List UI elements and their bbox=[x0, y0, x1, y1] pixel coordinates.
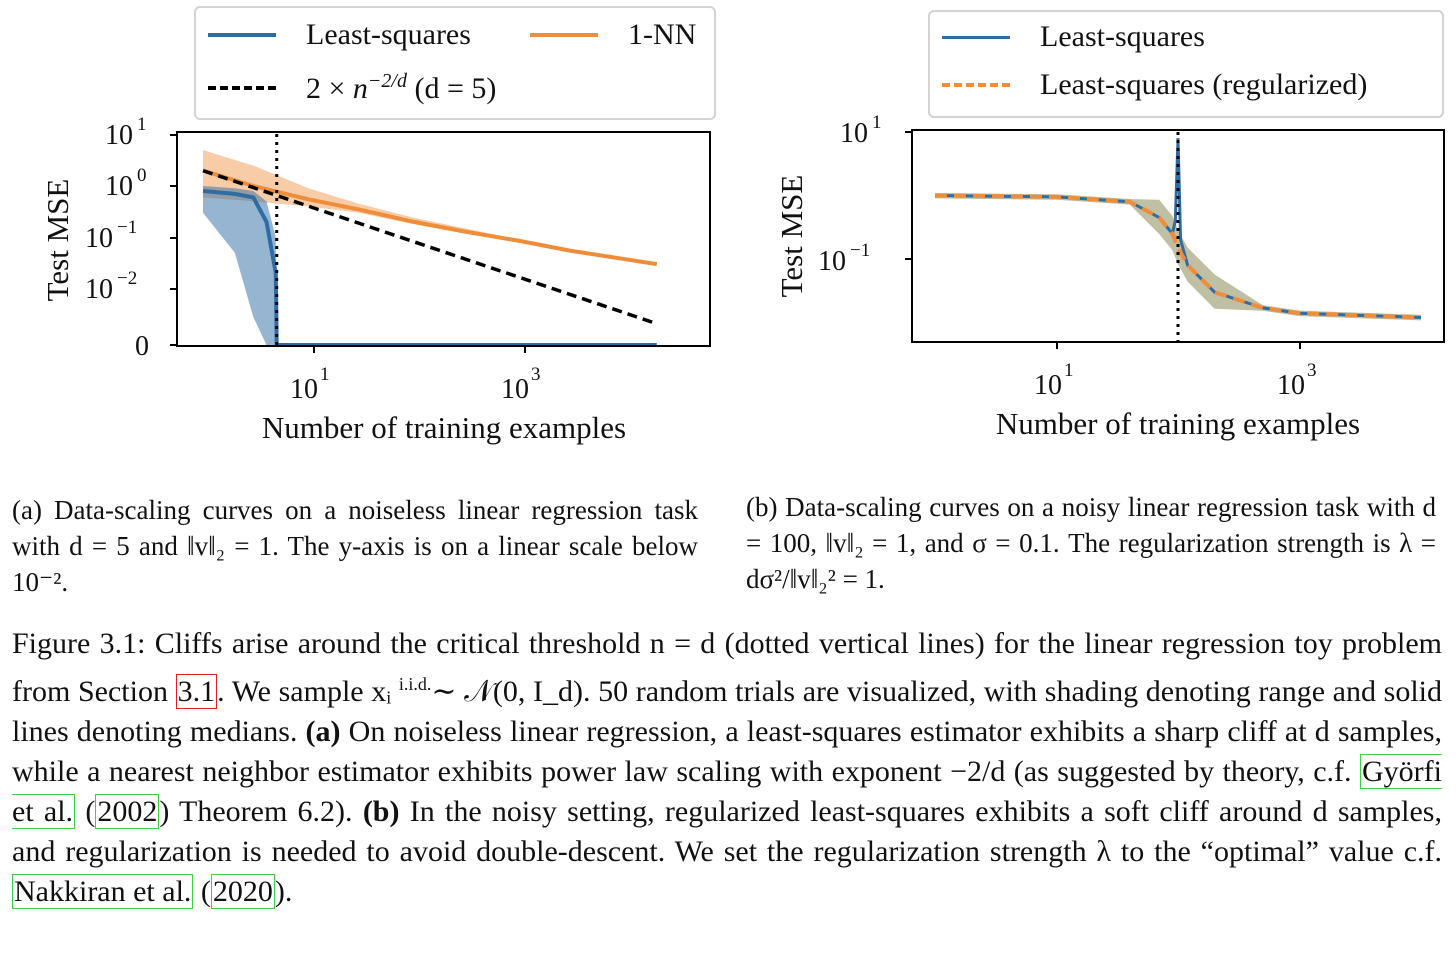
svg-text:10: 10 bbox=[818, 246, 846, 277]
ref-section-link[interactable]: 3.1 bbox=[175, 674, 218, 709]
band-least-squares-a bbox=[203, 186, 657, 345]
svg-text:10: 10 bbox=[290, 374, 318, 405]
x-tick-a-1: 10 3 bbox=[501, 346, 541, 405]
legend-a: Least-squares 1-NN 2 × n−2/d (d = 5) bbox=[194, 6, 716, 120]
svg-text:−1: −1 bbox=[850, 240, 870, 261]
svg-text:−1: −1 bbox=[117, 217, 137, 238]
line-regularized-b bbox=[934, 193, 1422, 320]
line-1nn-a bbox=[202, 168, 658, 267]
y-axis-label-a: Test MSE bbox=[40, 179, 75, 302]
y-tick-a-0: 10 1 bbox=[105, 114, 177, 151]
y-axis-label-b: Test MSE bbox=[774, 175, 809, 298]
svg-text:10: 10 bbox=[840, 118, 868, 149]
svg-text:10: 10 bbox=[1034, 370, 1062, 401]
svg-text:0: 0 bbox=[137, 165, 147, 186]
legend-swatch-least-squares bbox=[208, 33, 276, 37]
y-tick-a-2: 10 −1 bbox=[85, 217, 177, 254]
y-tick-b-0: 10 1 bbox=[840, 112, 912, 149]
plot-b-frame bbox=[911, 129, 1445, 343]
svg-text:1: 1 bbox=[872, 112, 882, 133]
legend-label-1nn: 1-NN bbox=[628, 18, 697, 51]
legend-swatch-least-squares-b bbox=[942, 35, 1010, 39]
svg-text:10: 10 bbox=[501, 374, 529, 405]
svg-text:3: 3 bbox=[1307, 360, 1317, 381]
svg-text:−2: −2 bbox=[117, 268, 137, 289]
legend-swatch-regularized bbox=[942, 83, 1010, 87]
svg-text:10: 10 bbox=[1277, 370, 1305, 401]
legend-label-regularized: Least-squares (regularized) bbox=[1040, 68, 1368, 101]
svg-text:1: 1 bbox=[137, 114, 147, 135]
svg-text:3: 3 bbox=[531, 364, 541, 385]
subcaption-b: (b) Data-scaling curves on a noisy linea… bbox=[746, 492, 1436, 594]
svg-text:10: 10 bbox=[105, 120, 133, 151]
legend-label-dashed: 2 × n−2/d (d = 5) bbox=[306, 70, 497, 105]
y-tick-a-4: 0 bbox=[135, 331, 177, 362]
svg-text:1: 1 bbox=[320, 364, 330, 385]
legend-label-least-squares-b: Least-squares bbox=[1040, 20, 1205, 53]
svg-text:1: 1 bbox=[1064, 360, 1074, 381]
x-tick-b-1: 10 3 bbox=[1277, 342, 1317, 401]
x-tick-a-0: 10 1 bbox=[290, 346, 330, 405]
svg-text:0: 0 bbox=[135, 331, 149, 362]
x-axis-label-a: Number of training examples bbox=[262, 410, 626, 445]
ref-gyorfi-link[interactable]: Györfi et al. bbox=[12, 754, 1442, 829]
svg-text:10: 10 bbox=[85, 274, 113, 305]
svg-text:10: 10 bbox=[105, 171, 133, 202]
legend-label-least-squares: Least-squares bbox=[306, 18, 471, 51]
legend-b: Least-squares Least-squares (regularized… bbox=[928, 10, 1444, 118]
subcaption-a: (a) Data-scaling curves on a noiseless l… bbox=[12, 495, 698, 597]
ref-nakkiran-year-link[interactable]: 2020 bbox=[210, 874, 275, 909]
figure-caption: Figure 3.1: Cliffs arise around the crit… bbox=[12, 627, 1443, 909]
chart-a: 10 1 10 0 10 −1 10 −2 0 10 1 10 3 Number of tr… bbox=[40, 114, 711, 445]
svg-text:10: 10 bbox=[85, 223, 113, 254]
band-regularized-b bbox=[935, 192, 1421, 321]
chart-b: 10 1 10 −1 10 1 10 3 Number of training exam… bbox=[774, 112, 1445, 441]
ref-nakkiran-link[interactable]: Nakkiran et al. bbox=[12, 874, 194, 909]
y-tick-b-1: 10 −1 bbox=[818, 240, 912, 277]
legend-swatch-1nn bbox=[530, 33, 598, 37]
y-tick-a-3: 10 −2 bbox=[85, 268, 177, 305]
legend-swatch-dashed bbox=[208, 86, 276, 90]
x-axis-label-b: Number of training examples bbox=[996, 406, 1360, 441]
x-tick-b-0: 10 1 bbox=[1034, 342, 1074, 401]
ref-gyorfi-year-link[interactable]: 2002 bbox=[95, 794, 160, 829]
y-tick-a-1: 10 0 bbox=[105, 165, 177, 202]
